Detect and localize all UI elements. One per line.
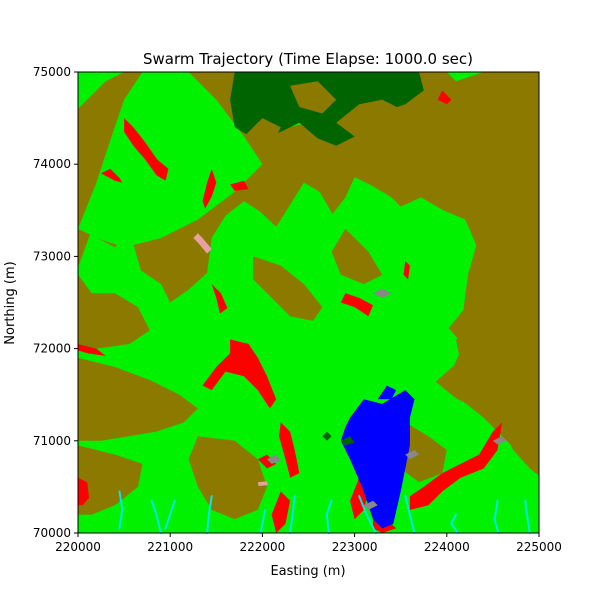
background_terrain-region-16 (244, 118, 281, 146)
grassland-region-4 (446, 72, 484, 82)
water-region-35 (377, 385, 397, 400)
x-tick-label: 220000 (55, 540, 101, 554)
x-axis-label: Easting (m) (270, 564, 345, 579)
grassland-region-1 (78, 72, 263, 248)
fire_red-region-24 (340, 293, 373, 317)
fire_red-region-17 (124, 118, 169, 181)
background_terrain-region-11 (442, 302, 539, 469)
background_terrain-region-14 (290, 81, 337, 114)
y-tick-label: 72000 (33, 342, 71, 356)
plot-area (77, 71, 540, 534)
grassland-region-2 (78, 72, 125, 109)
forest-region-37 (340, 436, 355, 446)
trajectory-line-8 (404, 495, 416, 534)
trajectory-line-5 (289, 495, 296, 534)
y-axis: 70000 71000 72000 73000 74000 75000 (33, 65, 78, 540)
fire_red-region-30 (409, 422, 503, 510)
trajectory-line-9 (450, 513, 459, 534)
fire_red-region-20 (230, 180, 249, 191)
trajectory-line-11 (524, 499, 531, 534)
fire_red-region-27 (279, 422, 300, 478)
background_terrain-region-5 (78, 274, 150, 349)
y-tick-label: 73000 (33, 249, 71, 263)
water-region-34 (340, 390, 415, 529)
background_terrain-region-7 (78, 445, 143, 515)
background_terrain-region-9 (253, 256, 323, 321)
y-axis-label: Northing (m) (3, 261, 18, 344)
fire_red-region-18 (101, 168, 123, 183)
rock_gray-region-38 (373, 288, 392, 298)
fire_red-region-33 (437, 90, 452, 105)
fire_red-region-26 (257, 454, 277, 469)
fire_red-region-23 (78, 344, 106, 356)
background_terrain-region-15 (336, 99, 401, 137)
y-tick-label: 75000 (33, 65, 71, 79)
terrain-regions (78, 72, 539, 533)
x-tick-label: 224000 (424, 540, 470, 554)
trajectory-line-2 (164, 499, 176, 530)
trajectory-line-4 (259, 508, 267, 534)
pink_patch-region-44 (257, 481, 268, 486)
fire_red-region-31 (78, 477, 90, 506)
fire_red-region-19 (202, 168, 217, 209)
x-tick-label: 222000 (239, 540, 285, 554)
plot-frame (77, 71, 540, 534)
fire_red-region-29 (271, 491, 291, 533)
fire_red-region-21 (211, 284, 228, 314)
pink_patch-region-43 (193, 233, 212, 254)
y-tick-label: 70000 (33, 526, 71, 540)
background_terrain-region-10 (331, 228, 383, 285)
rock_gray-region-41 (492, 436, 507, 445)
x-tick-label: 221000 (147, 540, 193, 554)
x-tick-label: 223000 (332, 540, 378, 554)
rock_gray-region-39 (267, 454, 281, 464)
trajectory-line-1 (150, 499, 162, 534)
trajectory-line-0 (118, 490, 124, 530)
swarm-trajectories (118, 490, 531, 534)
trajectory-line-10 (493, 499, 500, 534)
forest-region-36 (322, 431, 332, 441)
trajectory-line-6 (325, 499, 333, 534)
trajectory-line-3 (206, 495, 213, 534)
y-tick-label: 74000 (33, 157, 71, 171)
fire_red-region-22 (202, 339, 277, 409)
chart-title: Swarm Trajectory (Time Elapse: 1000.0 se… (143, 50, 473, 68)
trajectory-line-7 (358, 495, 377, 534)
rock_gray-region-42 (363, 500, 378, 510)
x-axis: 220000 221000 222000 223000 224000 225000 (55, 533, 562, 554)
fire_red-region-25 (403, 261, 410, 280)
rock_gray-region-40 (405, 450, 420, 460)
y-tick-label: 71000 (33, 434, 71, 448)
x-tick-label: 225000 (516, 540, 562, 554)
background_terrain-region-8 (188, 436, 267, 520)
background_terrain-region-6 (78, 357, 198, 441)
